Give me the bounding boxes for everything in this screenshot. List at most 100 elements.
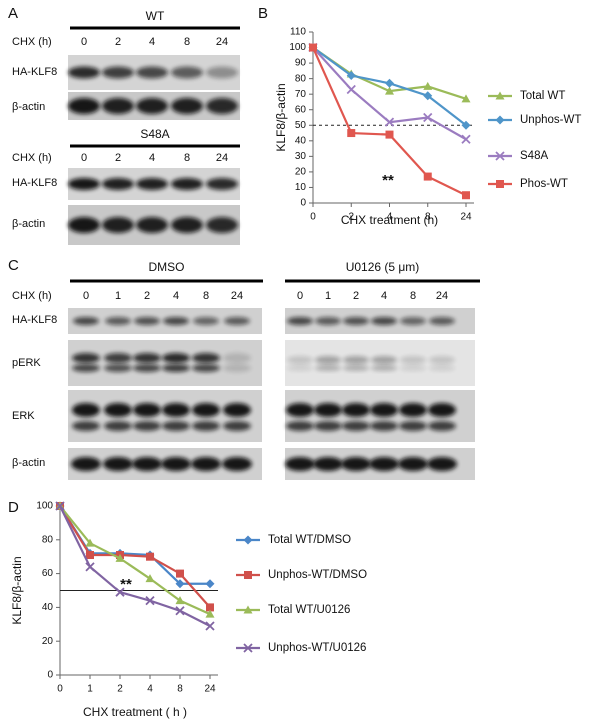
blot-band <box>428 403 456 417</box>
blot-band <box>162 403 190 417</box>
lane-label: 8 <box>410 290 416 302</box>
blot-band <box>224 317 250 325</box>
blot-band <box>171 66 203 79</box>
blot-band <box>192 364 220 372</box>
blot-band <box>429 356 455 364</box>
blot-band <box>342 421 370 431</box>
lane-label: 0 <box>83 290 89 302</box>
blot-background <box>68 340 262 386</box>
marker <box>385 78 394 88</box>
marker <box>423 112 433 123</box>
marker <box>85 562 95 572</box>
marker <box>385 86 394 95</box>
blot-band <box>429 317 455 325</box>
series-line <box>59 505 211 609</box>
row-label: HA-KLF8 <box>12 66 57 78</box>
y-tick-label: 60 <box>42 568 54 579</box>
row-label: HA-KLF8 <box>12 177 57 189</box>
blot-band <box>399 421 427 431</box>
blot-band <box>287 317 313 325</box>
lane-label: 0 <box>297 290 303 302</box>
blot-band <box>370 403 398 417</box>
legend-label: Phos-WT <box>520 178 568 190</box>
blot-band <box>286 403 314 417</box>
marker <box>175 596 185 605</box>
blot-band <box>223 353 251 363</box>
blot-band <box>370 421 398 431</box>
blot-band <box>104 364 132 372</box>
blot-band <box>222 457 252 471</box>
blot-band <box>161 457 191 471</box>
blot-band <box>171 98 203 114</box>
marker <box>86 551 94 560</box>
blot-band <box>102 66 134 79</box>
legend-label: Total WT/U0126 <box>268 604 350 616</box>
blot-band <box>371 317 397 325</box>
x-tick-label: 0 <box>310 212 316 223</box>
blot-band <box>192 421 220 431</box>
annotation: ** <box>382 172 394 189</box>
marker <box>423 91 433 101</box>
blot-band <box>371 356 397 364</box>
legend-label: Unphos-WT/DMSO <box>268 569 367 581</box>
y-tick-label: 30 <box>295 151 307 162</box>
blot-band <box>206 178 238 190</box>
blot-band <box>68 98 100 114</box>
blot-band <box>171 217 203 233</box>
blot-band <box>68 217 100 233</box>
marker <box>462 191 470 200</box>
y-axis-label: KLF8/β-actin <box>274 83 288 151</box>
marker <box>176 569 184 578</box>
y-tick-label: 40 <box>42 602 54 613</box>
marker <box>175 579 185 589</box>
blot-band <box>68 178 100 190</box>
marker <box>145 574 155 583</box>
blot-band <box>206 98 238 114</box>
blot-band <box>136 178 168 190</box>
marker <box>423 172 432 181</box>
x-tick-label: 0 <box>57 684 63 695</box>
blot-band <box>72 421 100 431</box>
lane-label: 24 <box>216 152 228 164</box>
y-tick-label: 100 <box>289 42 306 53</box>
marker <box>346 71 356 81</box>
legend-label: Total WT <box>520 90 565 102</box>
marker <box>146 552 154 561</box>
blot-band <box>400 356 426 364</box>
lane-label: 8 <box>184 152 190 164</box>
blot-band <box>73 317 99 325</box>
blot-band <box>287 356 313 364</box>
blot-band <box>428 421 456 431</box>
time-label: CHX (h) <box>12 152 52 164</box>
blot-band <box>206 66 238 79</box>
blot-band <box>72 364 100 372</box>
marker <box>423 81 433 90</box>
lane-label: 4 <box>149 152 155 164</box>
blot-band <box>134 317 160 325</box>
blot-band <box>314 403 342 417</box>
lane-label: 2 <box>115 36 121 48</box>
blot-band <box>223 364 251 372</box>
blot-band <box>136 98 168 114</box>
blot-band <box>102 217 134 233</box>
group-label: S48A <box>140 127 169 141</box>
x-tick-label: 2 <box>117 684 123 695</box>
group-label: WT <box>146 9 165 23</box>
x-tick-label: 1 <box>87 684 93 695</box>
blot-band <box>286 421 314 431</box>
blot-band <box>163 317 189 325</box>
marker <box>205 579 215 589</box>
blot-band <box>68 66 100 79</box>
blot-band <box>104 353 132 363</box>
legend-marker <box>496 180 504 188</box>
x-tick-label: 24 <box>204 684 216 695</box>
legend-marker <box>495 91 505 100</box>
row-label: β-actin <box>12 101 45 113</box>
blot-band <box>104 421 132 431</box>
marker <box>384 117 395 127</box>
y-tick-label: 60 <box>295 104 307 115</box>
blot-band <box>132 457 162 471</box>
blot-band <box>341 457 371 471</box>
blot-band <box>192 353 220 363</box>
legend-marker <box>243 605 253 614</box>
